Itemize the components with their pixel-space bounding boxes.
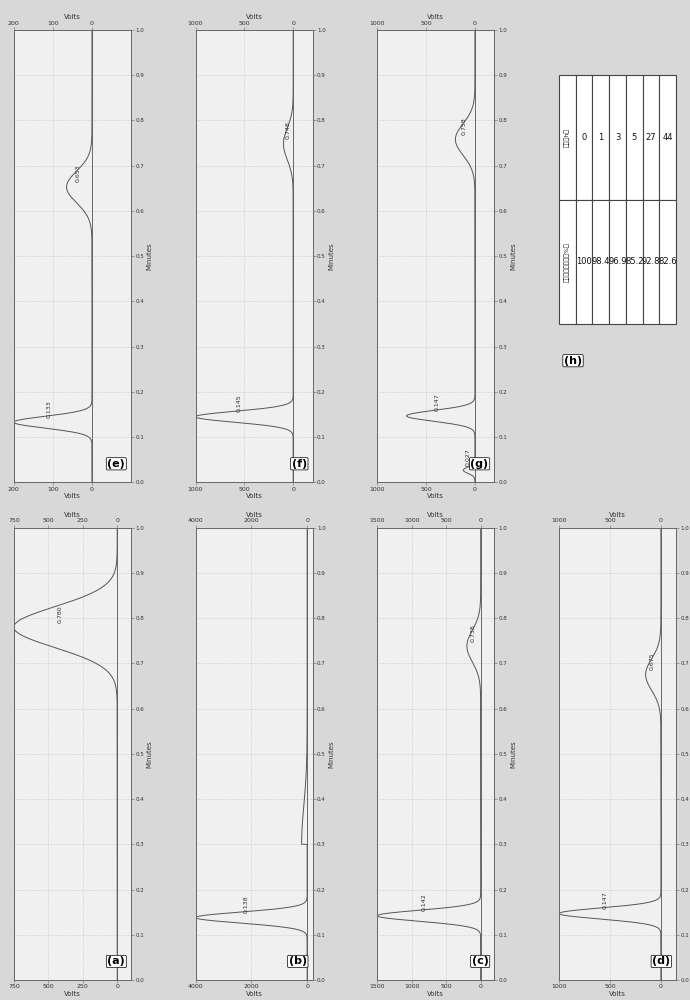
Y-axis label: Minutes: Minutes — [328, 740, 335, 768]
Text: 0.142: 0.142 — [422, 893, 426, 911]
X-axis label: Volts: Volts — [246, 14, 263, 20]
Text: (d): (d) — [652, 956, 671, 966]
X-axis label: Volts: Volts — [246, 991, 263, 997]
Text: 0.133: 0.133 — [46, 400, 52, 418]
Text: (h): (h) — [564, 356, 582, 366]
Text: (b): (b) — [289, 956, 307, 966]
Text: (g): (g) — [471, 459, 489, 469]
Text: (a): (a) — [108, 956, 125, 966]
Text: (c): (c) — [472, 956, 489, 966]
Y-axis label: Minutes: Minutes — [328, 242, 335, 270]
Y-axis label: Minutes: Minutes — [147, 740, 152, 768]
X-axis label: Volts: Volts — [64, 991, 81, 997]
Y-axis label: Minutes: Minutes — [147, 242, 152, 270]
Text: 0.147: 0.147 — [602, 891, 607, 909]
Text: 0.748: 0.748 — [286, 122, 290, 139]
Y-axis label: Minutes: Minutes — [510, 242, 516, 270]
X-axis label: Volts: Volts — [609, 991, 626, 997]
X-axis label: Volts: Volts — [64, 512, 81, 518]
X-axis label: Volts: Volts — [246, 493, 263, 499]
Text: 0.027: 0.027 — [466, 448, 471, 466]
Text: 0.138: 0.138 — [244, 895, 248, 913]
X-axis label: Volts: Volts — [427, 493, 444, 499]
X-axis label: Volts: Volts — [64, 14, 81, 20]
X-axis label: Volts: Volts — [427, 991, 444, 997]
X-axis label: Volts: Volts — [427, 14, 444, 20]
Text: 0.147: 0.147 — [435, 394, 440, 411]
Text: 0.675: 0.675 — [650, 652, 655, 670]
X-axis label: Volts: Volts — [427, 512, 444, 518]
X-axis label: Volts: Volts — [64, 493, 81, 499]
Text: (e): (e) — [108, 459, 125, 469]
Text: 0.780: 0.780 — [58, 605, 63, 623]
Text: 0.145: 0.145 — [237, 395, 242, 412]
Text: 0.738: 0.738 — [471, 624, 475, 642]
Text: (f): (f) — [292, 459, 307, 469]
X-axis label: Volts: Volts — [246, 512, 263, 518]
Text: 0.653: 0.653 — [75, 165, 81, 182]
X-axis label: Volts: Volts — [609, 512, 626, 518]
Y-axis label: Minutes: Minutes — [510, 740, 516, 768]
Text: 0.758: 0.758 — [462, 117, 466, 135]
